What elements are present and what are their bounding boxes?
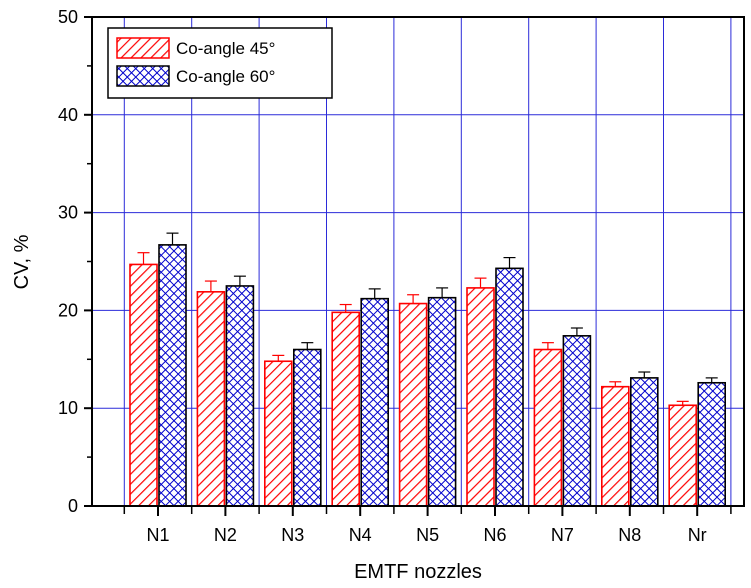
legend-label-co-angle-45: Co-angle 45° xyxy=(176,39,275,58)
bar-co-angle-45-n4 xyxy=(331,311,361,507)
bar-co-angle-45-n2 xyxy=(196,291,226,507)
bar-co-angle-45-n1 xyxy=(129,263,158,507)
bar-co-angle-45-n5 xyxy=(398,302,428,507)
bar-co-angle-60-n3 xyxy=(292,348,322,507)
bar-co-angle-45-nr xyxy=(668,404,698,507)
bar-co-angle-60-n6 xyxy=(495,267,524,507)
x-tick-label: N6 xyxy=(483,525,506,545)
x-tick-label: N1 xyxy=(146,525,169,545)
x-tick-label: N8 xyxy=(618,525,641,545)
x-tick-label: N3 xyxy=(281,525,304,545)
y-tick-label: 0 xyxy=(68,496,78,516)
bar-co-angle-60-n4 xyxy=(360,297,390,507)
y-tick-label: 10 xyxy=(58,398,78,418)
bar-co-angle-60-nr xyxy=(697,381,727,507)
bar-co-angle-45-n3 xyxy=(263,360,293,507)
legend-swatch-co-angle-45 xyxy=(116,37,170,59)
legend-swatch-co-angle-60 xyxy=(116,65,170,87)
x-tick-label: Nr xyxy=(688,525,707,545)
x-tick-label: N2 xyxy=(214,525,237,545)
x-tick-label: N5 xyxy=(416,525,439,545)
bar-co-angle-45-n7 xyxy=(533,348,563,507)
y-axis-title: CV, % xyxy=(11,234,33,289)
bars xyxy=(129,232,727,507)
x-tick-label: N4 xyxy=(349,525,372,545)
bar-co-angle-45-n8 xyxy=(600,385,630,507)
bar-co-angle-45-n6 xyxy=(466,287,495,507)
y-tick-label: 50 xyxy=(58,7,78,27)
axis-ticks: 0 10 20 30 40 50 N1 N2 N3 N4 N5 N6 N7 N8 Nr xyxy=(58,7,732,545)
bar-co-angle-60-n5 xyxy=(427,296,457,507)
x-axis-title: EMTF nozzles xyxy=(354,561,482,583)
y-tick-label: 20 xyxy=(58,300,78,320)
bar-co-angle-60-n8 xyxy=(629,377,659,507)
x-tick-label: N7 xyxy=(551,525,574,545)
bar-co-angle-60-n2 xyxy=(225,285,255,507)
y-tick-label: 40 xyxy=(58,105,78,125)
bar-co-angle-60-n7 xyxy=(562,335,592,507)
y-tick-label: 30 xyxy=(58,203,78,223)
bar-co-angle-60-n1 xyxy=(158,244,187,507)
legend-label-co-angle-60: Co-angle 60° xyxy=(176,67,275,86)
legend: Co-angle 45° Co-angle 60° xyxy=(107,27,333,99)
